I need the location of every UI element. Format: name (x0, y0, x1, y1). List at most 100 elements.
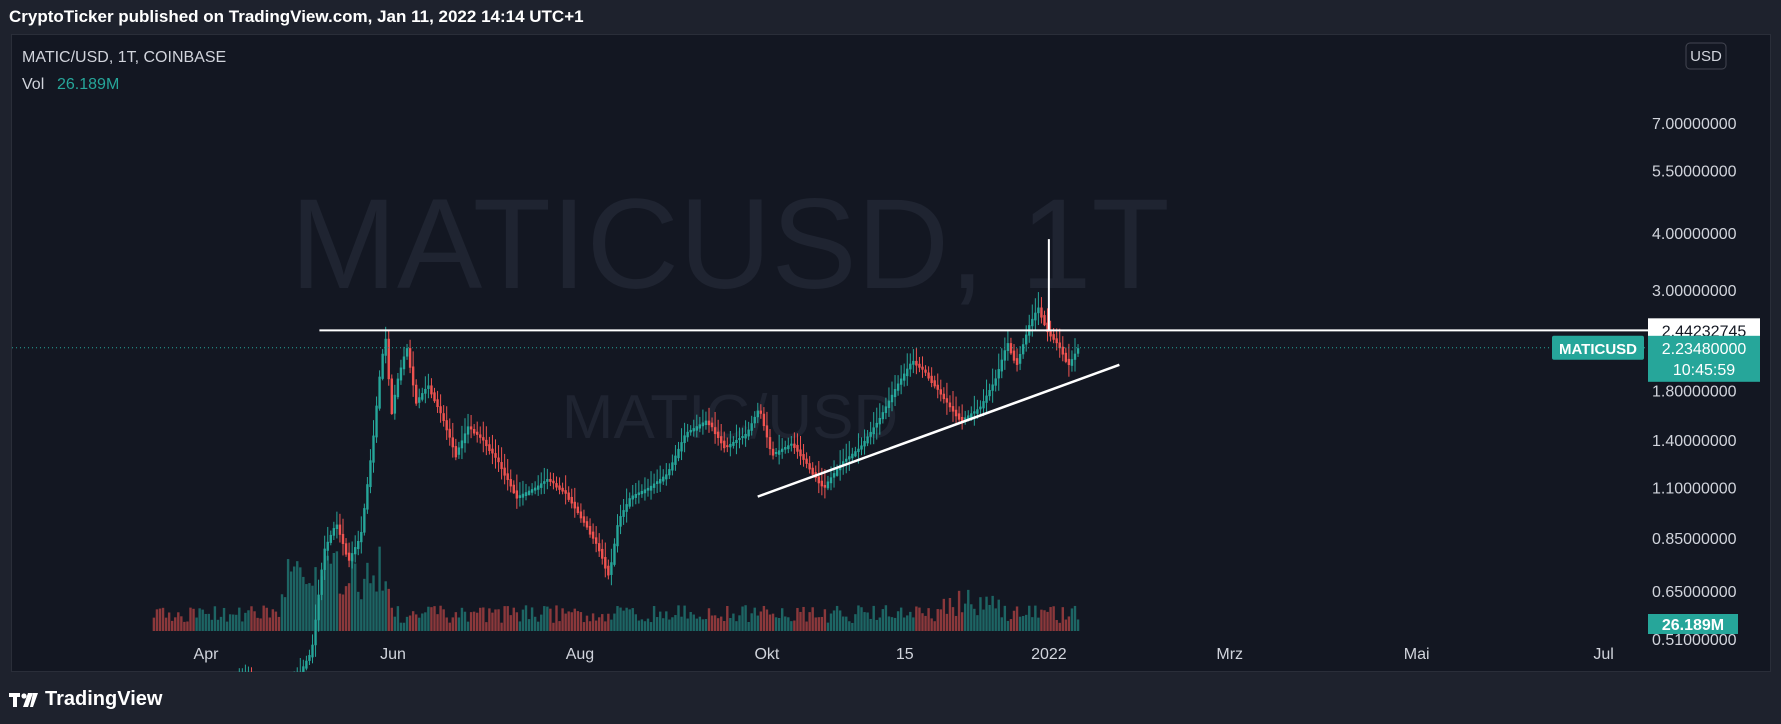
candle-body (915, 360, 918, 366)
tradingview-logo[interactable]: TradingView (9, 688, 162, 711)
candle-body (921, 366, 924, 370)
candle-body (430, 385, 433, 395)
candle-body (881, 412, 885, 420)
candle-body (967, 415, 970, 419)
volume-bar (689, 612, 692, 631)
volume-bar (1064, 619, 1068, 631)
candle-body (954, 409, 958, 417)
volume-bar (350, 557, 354, 631)
volume-bar (408, 615, 412, 631)
price-tick: 1.40000000 (1652, 433, 1737, 450)
candle-body (854, 451, 857, 457)
volume-bar (238, 607, 241, 631)
candle-body (982, 401, 985, 409)
volume-bar (997, 599, 1000, 631)
volume-bar (375, 591, 378, 631)
candle-body (451, 437, 454, 448)
candle-body (826, 481, 830, 489)
candle-body (1043, 315, 1046, 326)
volume-bar (427, 606, 430, 631)
volume-bar (326, 555, 329, 631)
volume-bar (344, 586, 348, 631)
volume-bar (158, 608, 162, 631)
volume-bar (924, 615, 927, 631)
time-axis[interactable]: Apr Jun Aug Okt 15 2022 Mrz Mai Jul (194, 646, 1614, 663)
volume-bar (692, 614, 695, 631)
candle-body (1064, 352, 1068, 362)
candle-body (710, 422, 714, 428)
candle-body (424, 388, 427, 394)
candle-body (533, 487, 537, 491)
last-price-text: 2.23480000 (1662, 341, 1747, 358)
volume-bar (1070, 608, 1074, 631)
candle-body (991, 384, 994, 391)
candle-body (738, 437, 741, 441)
candle-body (357, 540, 360, 550)
volume-bar (954, 615, 958, 631)
candle-body (350, 553, 354, 562)
volume-bar (765, 609, 769, 631)
candle-body (509, 479, 512, 487)
volume-bar (570, 612, 573, 631)
volume-bar (302, 576, 305, 631)
candle-body (558, 485, 561, 490)
candle-body (619, 516, 622, 527)
candle-body (482, 437, 485, 441)
candle-body (936, 384, 939, 390)
volume-bar (750, 613, 753, 631)
support-trendline[interactable] (757, 363, 1120, 498)
volume-bar (378, 546, 381, 631)
volume-bar (585, 615, 589, 631)
candle-body (860, 445, 863, 450)
currency-badge[interactable]: USD (1685, 42, 1727, 70)
volume-bar (753, 607, 756, 631)
candle-body (1061, 346, 1064, 355)
volume-bar (817, 617, 820, 631)
volume-bar (701, 619, 705, 631)
volume-bar (503, 606, 506, 631)
volume-bar (930, 618, 933, 631)
volume-bar (960, 612, 964, 631)
volume-bar (482, 607, 485, 631)
volume-bar (942, 598, 946, 631)
candle-body (662, 476, 665, 482)
volume-bar (643, 621, 647, 631)
candle-body (976, 409, 979, 414)
candle-body (924, 369, 927, 373)
volume-bar (347, 583, 351, 631)
candle-body (973, 411, 976, 414)
candle-body (796, 444, 799, 452)
price-axis[interactable]: 7.00000000 5.50000000 4.00000000 3.00000000… (1652, 116, 1737, 649)
volume-bar (985, 596, 988, 631)
volume-bar (451, 617, 454, 631)
candle-body (851, 453, 854, 459)
chart-frame[interactable] (11, 34, 1771, 672)
volume-bar (707, 608, 711, 631)
candle-body (540, 483, 543, 488)
volume-bar (296, 561, 299, 631)
candle-body (701, 422, 705, 427)
volume-bar (820, 616, 824, 631)
candles (152, 292, 1080, 724)
candle-body (360, 531, 363, 543)
volume-bar (906, 615, 909, 631)
price-tick: 1.80000000 (1652, 383, 1737, 400)
volume-bar (939, 609, 942, 631)
time-tick: Mai (1404, 646, 1430, 663)
candle-body (695, 426, 698, 431)
volume-bar (411, 611, 415, 631)
candle-body (945, 398, 949, 403)
candle-body (799, 449, 802, 457)
candle-body (613, 543, 616, 565)
candle-body (448, 428, 451, 438)
volume-bar (988, 604, 991, 631)
volume-bar (552, 622, 555, 631)
volume-bar (390, 607, 393, 631)
candle-body (311, 644, 314, 658)
candle-body (1073, 353, 1077, 360)
volume-bar (472, 611, 476, 631)
candle-body (784, 447, 787, 450)
candle-body (363, 508, 366, 533)
volume-bar (274, 611, 278, 631)
